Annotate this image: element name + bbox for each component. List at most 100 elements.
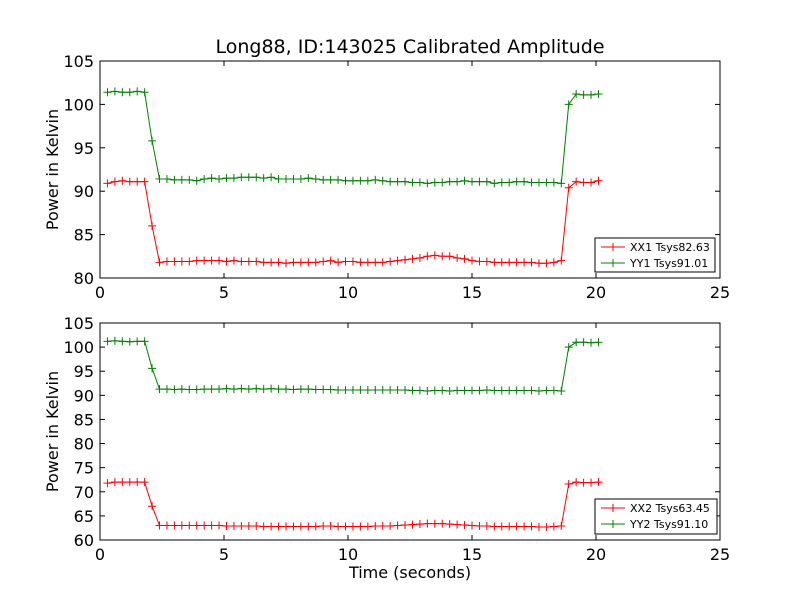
chart-0-series-0-marker	[334, 258, 343, 267]
chart-1-series-1-marker	[438, 386, 447, 395]
chart-1-series-0-marker	[341, 522, 350, 531]
chart-1-series-0-marker	[371, 522, 380, 531]
chart-1-series-0-marker	[363, 522, 372, 531]
chart-1-series-0-marker	[237, 522, 246, 531]
chart-0-series-1-marker	[572, 89, 581, 98]
chart-1-series-1-marker	[334, 386, 343, 395]
chart-0-series-0-marker	[534, 259, 543, 268]
chart-1-series-1-marker	[222, 384, 231, 393]
chart-0-series-1-marker	[155, 175, 164, 184]
chart-0-series-1-marker	[527, 178, 536, 187]
chart-0-series-1-marker	[438, 178, 447, 187]
chart-1-series-1-marker	[564, 343, 573, 352]
chart-1-x-tick-label: 10	[338, 545, 358, 564]
chart-1-series-0-marker	[505, 522, 514, 531]
chart-0-series-0-marker	[497, 258, 506, 267]
chart-1-series-1-marker	[326, 385, 335, 394]
chart-0-series-0-marker	[110, 177, 119, 186]
chart-1-legend-label-1: YY2 Tsys91.10	[629, 518, 708, 531]
chart-1-x-tick-label: 5	[219, 545, 229, 564]
chart-0-series-0-marker	[215, 256, 224, 265]
chart-0-y-tick-label: 105	[63, 52, 94, 71]
chart-0-series-0-marker	[356, 258, 365, 267]
chart-1-y-tick-label: 75	[74, 459, 94, 478]
chart-1-series-1-marker	[468, 386, 476, 395]
chart-1-series-1-marker	[423, 386, 432, 395]
chart-1-series-0-marker	[460, 521, 469, 530]
chart-1-series-1-marker	[527, 386, 536, 395]
chart-1-legend-marker-0	[609, 504, 617, 512]
chart-0-series-0-marker	[155, 258, 164, 267]
chart-0-series-1-marker	[594, 89, 603, 98]
chart-1-series-1-marker	[162, 385, 171, 394]
chart-0-series-0-marker	[319, 257, 328, 266]
chart-0-x-tick-label: 25	[710, 283, 730, 302]
chart-1-series-1-marker	[371, 386, 380, 395]
chart-0-series-0-marker	[415, 254, 424, 263]
chart-0-series-0-marker	[229, 256, 238, 265]
chart-0-series-1-marker	[430, 178, 439, 187]
chart-1-series-1-marker	[125, 337, 134, 346]
chart-1-series-1-marker	[296, 385, 305, 394]
chart-0-series-0-marker	[363, 258, 372, 267]
chart-1-series-1-marker	[259, 385, 268, 394]
chart-0-series-0-marker	[587, 178, 596, 187]
chart-0-legend-label-1: YY1 Tsys91.01	[629, 257, 708, 270]
chart-0-series-0-marker	[401, 255, 410, 264]
chart-1-series-1-marker	[534, 386, 543, 395]
chart-1-series-0-marker	[393, 521, 402, 530]
chart-0-series-1-marker	[445, 177, 454, 186]
chart-0-series-0-marker	[468, 256, 476, 265]
chart-0-series-1-marker	[356, 176, 365, 185]
chart-1-series-1-marker	[244, 385, 253, 394]
chart-0-series-1-marker	[140, 88, 149, 97]
chart-0-series-1-marker	[505, 178, 514, 187]
chart-1-series-0-marker	[542, 522, 551, 531]
chart-0-series-0-marker	[222, 257, 231, 266]
chart-1-y-tick-label: 95	[74, 362, 94, 381]
chart-0-series-0-marker	[311, 258, 320, 267]
chart-1-series-1-marker	[408, 386, 417, 395]
chart-1-series-1-marker	[520, 386, 529, 395]
chart-1-series-1-marker	[185, 385, 194, 394]
chart-1-series-0-marker	[587, 478, 596, 487]
chart-1-series-1-marker	[274, 385, 283, 394]
chart-1-series-0-marker	[259, 522, 268, 531]
chart-1-series-1-marker	[155, 385, 164, 394]
chart-1-series-0-marker	[527, 522, 536, 531]
chart-0-y-tick-label: 80	[74, 269, 94, 288]
chart-0-series-0-marker	[594, 176, 603, 185]
chart-0-series-0-marker	[252, 257, 261, 266]
chart-1-series-1-marker	[207, 385, 216, 394]
chart-1-series-1-marker	[133, 337, 142, 346]
chart-1-series-1-marker	[572, 338, 581, 347]
chart-title: Long88, ID:143025 Calibrated Amplitude	[215, 36, 604, 58]
chart-0-series-0-marker	[475, 257, 484, 266]
chart-1-legend-label-0: XX2 Tsys63.45	[630, 502, 710, 515]
chart-0-series-0-marker	[207, 256, 216, 265]
chart-0-series-1-marker	[222, 174, 231, 183]
chart-1-legend-marker-1	[609, 520, 617, 528]
chart-1-series-0-marker	[557, 522, 566, 531]
chart-0-series-0-marker	[430, 251, 439, 260]
chart-0-series-1-marker	[177, 175, 186, 184]
chart-1-x-tick-label: 25	[710, 545, 730, 564]
chart-0-series-0-marker	[490, 258, 499, 267]
chart-0-series-0-marker	[549, 258, 558, 267]
chart-0-series-0-marker	[378, 258, 387, 267]
chart-1-y-tick-label: 90	[74, 386, 94, 405]
chart-0-y-tick-label: 85	[74, 226, 94, 245]
chart-0-series-1-marker	[408, 178, 417, 187]
chart-0-series-1-marker	[490, 179, 499, 188]
chart-0-series-1-marker	[229, 174, 238, 183]
chart-1-series-0-marker	[274, 522, 283, 531]
chart-1-series-0-marker	[133, 478, 142, 487]
chart-1-series-0-marker	[140, 478, 149, 487]
chart-1-series-1-marker	[289, 385, 298, 394]
chart-1-series-0-marker	[453, 520, 462, 529]
chart-0-series-1-marker	[207, 174, 216, 183]
chart-0-series-0-marker	[505, 258, 514, 267]
chart-1-series-1-marker	[341, 386, 350, 395]
chart-1-series-0-marker	[267, 522, 276, 531]
chart-0-series-1-marker	[304, 174, 313, 183]
